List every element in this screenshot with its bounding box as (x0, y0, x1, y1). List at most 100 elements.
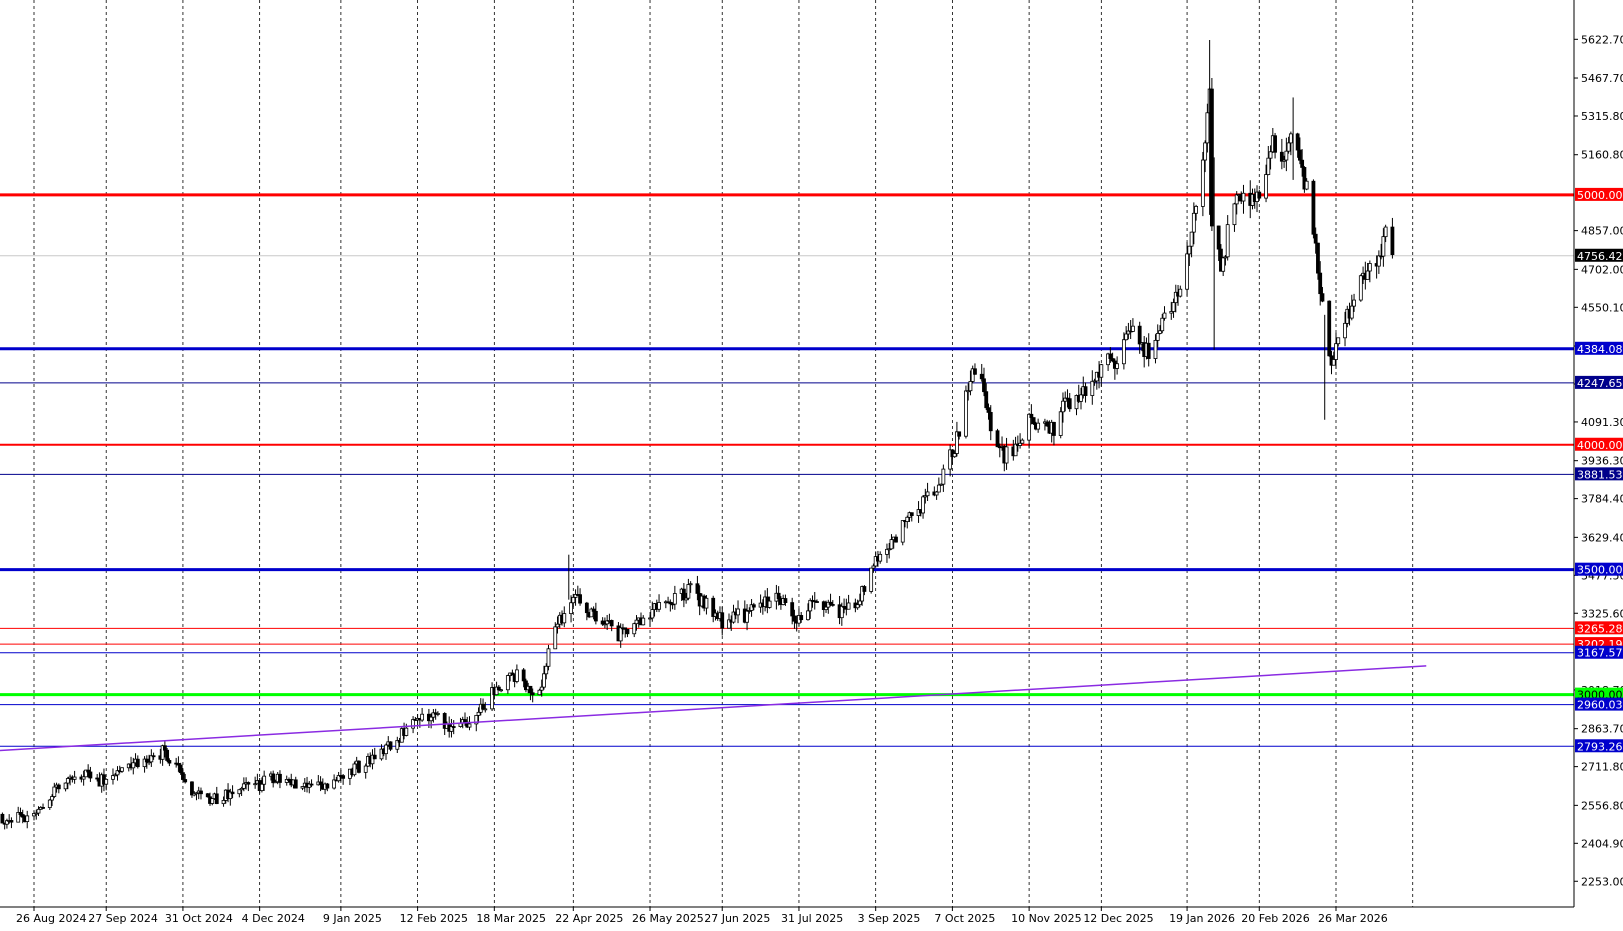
candle-body (332, 779, 337, 789)
price-tick-label: 5315.80 (1581, 110, 1623, 123)
candle-body (1131, 325, 1135, 332)
candle-body (936, 484, 941, 493)
candle-body (111, 775, 115, 780)
candle-body (776, 592, 781, 600)
candle-body (63, 782, 68, 790)
candle-body (544, 665, 549, 675)
date-label: 26 Mar 2026 (1318, 912, 1388, 925)
candle-body (887, 548, 892, 551)
candle-body (751, 604, 756, 608)
candle-body (537, 689, 542, 696)
candle-body (1013, 443, 1018, 457)
candle-body (1160, 317, 1165, 332)
candle-body (1173, 291, 1178, 304)
level-label: 5000.00 (1577, 189, 1623, 202)
candle-body (923, 495, 928, 498)
candle-body (731, 611, 736, 623)
candle-body (1234, 194, 1239, 205)
candle-body (1334, 343, 1338, 360)
date-label: 19 Jan 2026 (1169, 912, 1235, 925)
candle-body (1155, 332, 1160, 341)
candle-body (300, 786, 305, 789)
candle-body (1079, 394, 1083, 402)
price-axis: 2253.002404.902556.802711.802863.703018.… (1573, 0, 1623, 907)
candle-body (602, 623, 607, 626)
candle-body (86, 769, 91, 773)
candle-body (9, 820, 14, 823)
candle-body (941, 468, 946, 485)
date-label: 27 Jun 2025 (704, 912, 770, 925)
candle-body (1126, 330, 1131, 335)
candle-body (194, 792, 199, 795)
level-label: 4247.65 (1577, 377, 1623, 390)
candle-body (1284, 150, 1289, 161)
level-label: 3265.28 (1577, 622, 1623, 635)
candle-body (510, 672, 515, 676)
candle-body (1191, 212, 1196, 233)
candle-body (81, 776, 86, 780)
candle-body (1367, 263, 1372, 272)
candle-body (1031, 417, 1036, 425)
candle-body (634, 619, 639, 625)
candle-body (821, 601, 826, 611)
candle-body (578, 594, 582, 604)
date-label: 10 Nov 2025 (1011, 912, 1081, 925)
candle-body (1376, 255, 1381, 267)
candle-body (1090, 380, 1095, 396)
candle-body (221, 800, 226, 805)
candle-body (341, 775, 346, 779)
candle-body (964, 390, 968, 437)
candle-body (336, 775, 341, 782)
candle-body (309, 783, 314, 786)
candle-body (889, 539, 894, 550)
date-label: 18 Mar 2025 (476, 912, 546, 925)
candle-body (909, 512, 914, 516)
candle-body (839, 605, 844, 619)
candle-body (562, 613, 567, 624)
price-tick-label: 5622.70 (1581, 33, 1623, 46)
candle-body (1383, 226, 1388, 238)
date-label: 9 Jan 2025 (323, 912, 382, 925)
level-label-bg (1575, 375, 1623, 389)
candle-body (56, 784, 61, 790)
candle-body (524, 680, 528, 691)
candle-body (1200, 159, 1205, 207)
candle-body (1027, 413, 1032, 441)
level-label-bg (1575, 645, 1623, 659)
current-price-label: 4756.42 (1577, 250, 1623, 263)
candle-body (747, 610, 752, 612)
candle-body (1171, 302, 1176, 312)
candle-body (72, 776, 77, 780)
candle-body (1343, 322, 1347, 339)
candle-body (815, 601, 819, 603)
candle-body (792, 615, 797, 622)
candle-body (939, 483, 944, 486)
candle-body (625, 628, 630, 635)
candle-body (973, 368, 977, 375)
candle-body (490, 687, 494, 710)
candle-body (921, 496, 925, 514)
candle-body (1365, 270, 1370, 280)
candle-body (704, 597, 709, 609)
candle-body (1115, 363, 1120, 369)
candle-body (384, 744, 388, 755)
price-tick-label: 4702.00 (1581, 263, 1623, 276)
candle-body (307, 783, 312, 788)
candle-body (1058, 411, 1063, 436)
date-label: 26 May 2025 (632, 912, 704, 925)
candle-body (648, 617, 652, 620)
candle-body (50, 796, 54, 801)
candle-body (20, 814, 25, 818)
candle-body (372, 754, 377, 760)
candle-body (1282, 159, 1287, 162)
candle-body (352, 763, 357, 776)
candle-body (1390, 226, 1395, 255)
candle-body (429, 716, 434, 722)
candle-body (767, 600, 772, 608)
candle-body (1288, 133, 1293, 144)
candle-body (499, 689, 503, 692)
candle-body (1063, 397, 1068, 402)
candle-body (925, 491, 930, 497)
